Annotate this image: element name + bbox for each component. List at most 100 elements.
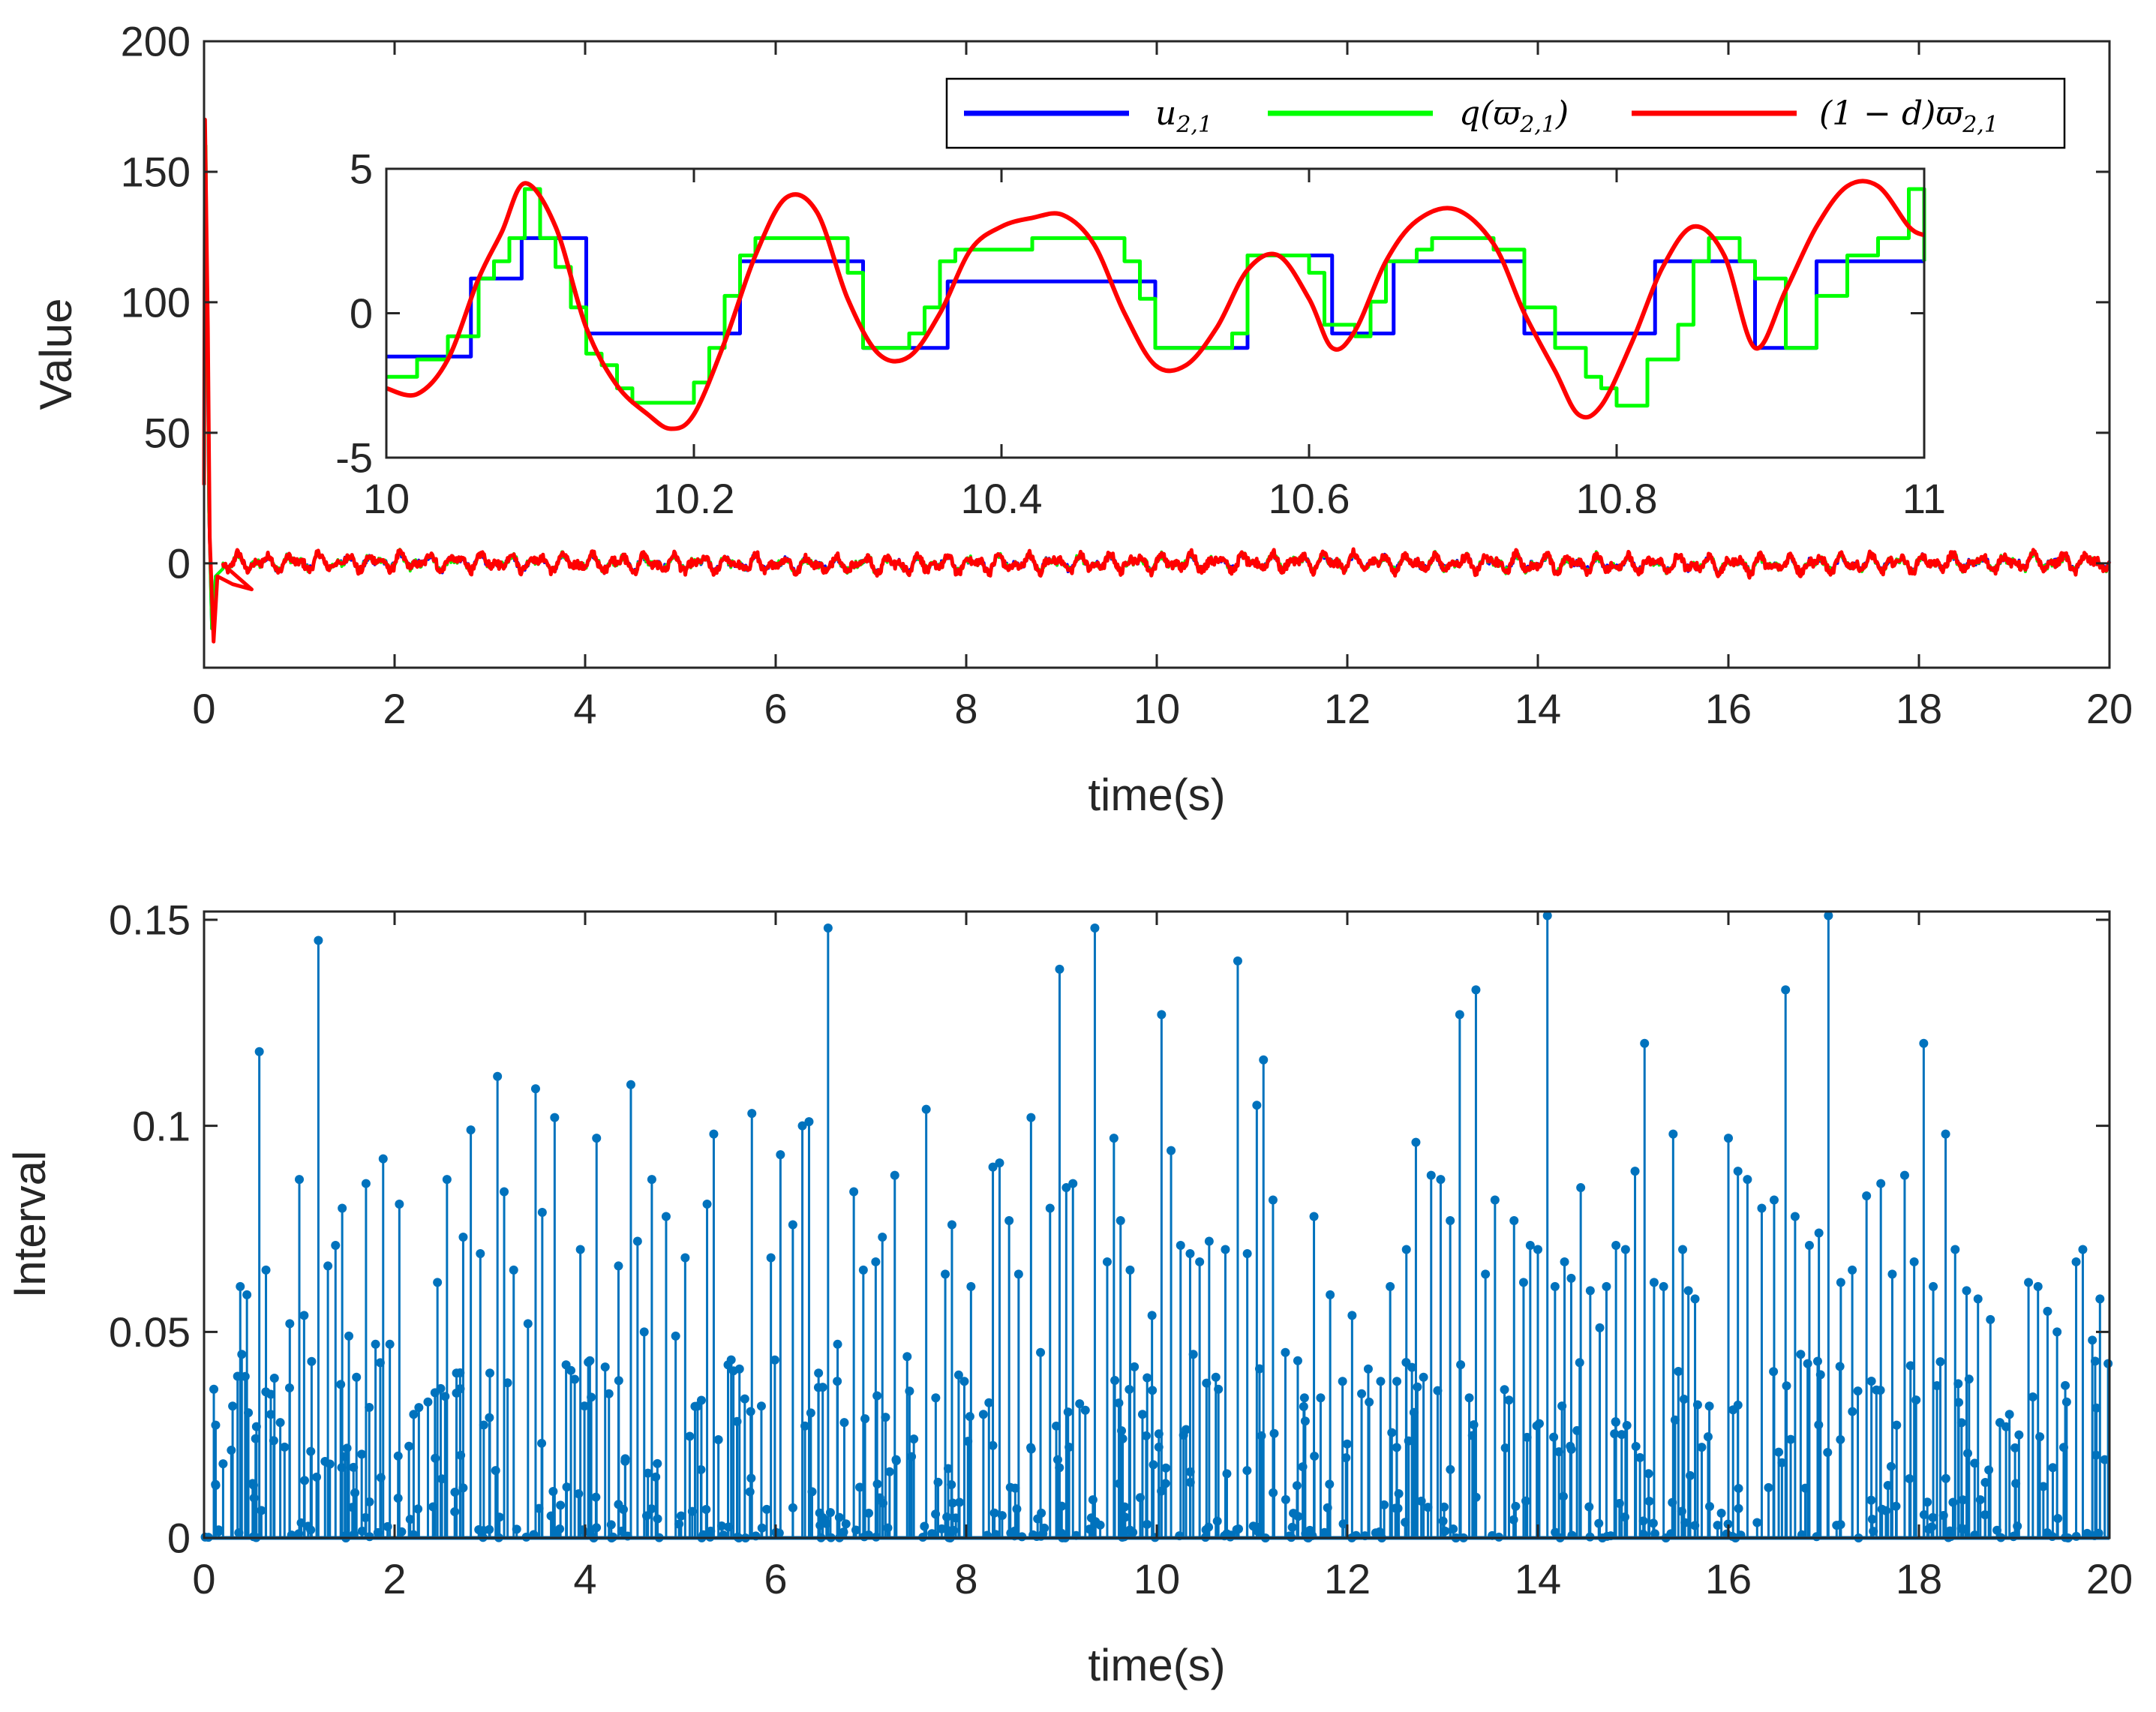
top-ytick-label: 100 [121,279,191,326]
stem-marker [1690,1294,1700,1304]
stem-marker [774,1528,784,1538]
stem-marker [1575,1358,1584,1368]
stem-marker [671,1331,680,1341]
stem-marker [423,1397,433,1407]
stem-marker [855,1482,865,1492]
stem-marker [485,1413,494,1422]
stem-marker [261,1265,271,1275]
stem-marker [878,1232,887,1242]
stem-marker [1469,1420,1479,1430]
stem-marker [1075,1399,1085,1409]
stem-marker [747,1109,757,1119]
stem-marker [1674,1367,1683,1377]
stem-marker [580,1401,590,1411]
stem-marker [1214,1384,1224,1394]
stem-marker [1644,1497,1654,1506]
stem-marker [1743,1175,1752,1185]
stem-marker [466,1125,476,1135]
stem-marker [1832,1521,1842,1530]
legend-label-u: u2,1 [1155,95,1212,138]
stem-marker [1558,1491,1568,1501]
stem-marker [1310,1452,1320,1461]
inset-xtick-label: 10.2 [653,475,735,522]
stem-marker [1963,1449,1973,1458]
stem-marker [1407,1362,1417,1372]
stem-marker [1004,1216,1014,1226]
stem-marker [1551,1527,1560,1537]
bottom-chart: 0 2 4 6 8 10 12 14 16 18 20 0 0.05 0.1 0.15 time(s) I… [5,897,2133,1690]
stem-marker [614,1376,623,1386]
stem-marker [841,1519,851,1529]
stem-marker [807,1487,817,1497]
stem-marker [1064,1442,1074,1452]
stem-marker [1648,1518,1658,1528]
stem-marker [723,1522,733,1532]
stem-marker [963,1437,973,1446]
stem-marker [1419,1372,1428,1382]
stem-marker [1426,1170,1436,1180]
stem-marker [1919,1038,1929,1048]
stem-marker [512,1524,521,1534]
stem-marker [1611,1416,1620,1426]
stem-marker [600,1362,610,1372]
stem-marker [891,1455,901,1465]
stem-marker [1956,1418,1966,1428]
stem-marker [1796,1350,1806,1359]
stem-marker [1550,1281,1560,1291]
stem-marker [1055,964,1064,974]
stem-marker [632,1236,642,1246]
stem-marker [307,1356,317,1366]
top-xtick-label: 8 [954,685,977,732]
stem-marker [1500,1443,1510,1452]
stem-marker [696,1395,706,1405]
stem-marker [1320,1527,1329,1537]
stem-marker [342,1443,352,1453]
stem-marker [1467,1431,1477,1440]
stem-marker [1188,1350,1198,1359]
stem-marker [1617,1430,1626,1440]
top-x-ticks: 0 2 4 6 8 10 12 14 16 18 20 [192,41,2133,732]
stem-marker [653,1458,662,1468]
bottom-xtick-label: 18 [1896,1555,1942,1602]
stem-marker [530,1084,540,1094]
stem-marker [1376,1377,1386,1386]
stem-marker [815,1521,825,1530]
bottom-xtick-label: 16 [1705,1555,1752,1602]
stem-marker [1622,1421,1632,1431]
stem-marker [413,1504,423,1514]
stem-marker [1455,1010,1464,1020]
bottom-xtick-label: 14 [1515,1555,1561,1602]
stem-marker [676,1511,686,1521]
stem-marker [776,1150,785,1160]
inset-xtick-label: 10.8 [1576,475,1658,522]
stem-marker [2100,1455,2109,1464]
stem-marker [871,1257,881,1266]
stem-marker [479,1526,488,1536]
stem-marker [1522,1432,1532,1442]
stem-marker [1683,1286,1693,1296]
stem-marker [1195,1257,1205,1266]
stem-marker [746,1473,756,1483]
stem-marker [228,1401,238,1411]
stem-marker [1533,1245,1542,1254]
stem-marker [1411,1137,1421,1147]
stem-marker [2010,1443,2020,1452]
stem-marker [1157,1486,1167,1496]
stem-marker [1866,1376,1876,1386]
stem-marker [1644,1469,1653,1479]
stem-marker [1804,1240,1814,1250]
stem-marker [1886,1461,1896,1471]
stem-marker [1757,1203,1767,1213]
stem-marker [2078,1245,2088,1254]
stem-marker [1630,1167,1640,1176]
stem-marker [1640,1038,1650,1048]
stem-marker [706,1526,716,1536]
stem-marker [1521,1496,1531,1506]
stem-marker [1986,1314,1995,1324]
stem-marker [1690,1521,1700,1530]
stem-marker [242,1290,252,1299]
stem-marker [299,1311,309,1320]
stem-marker [931,1393,941,1403]
stem-marker [858,1265,868,1275]
